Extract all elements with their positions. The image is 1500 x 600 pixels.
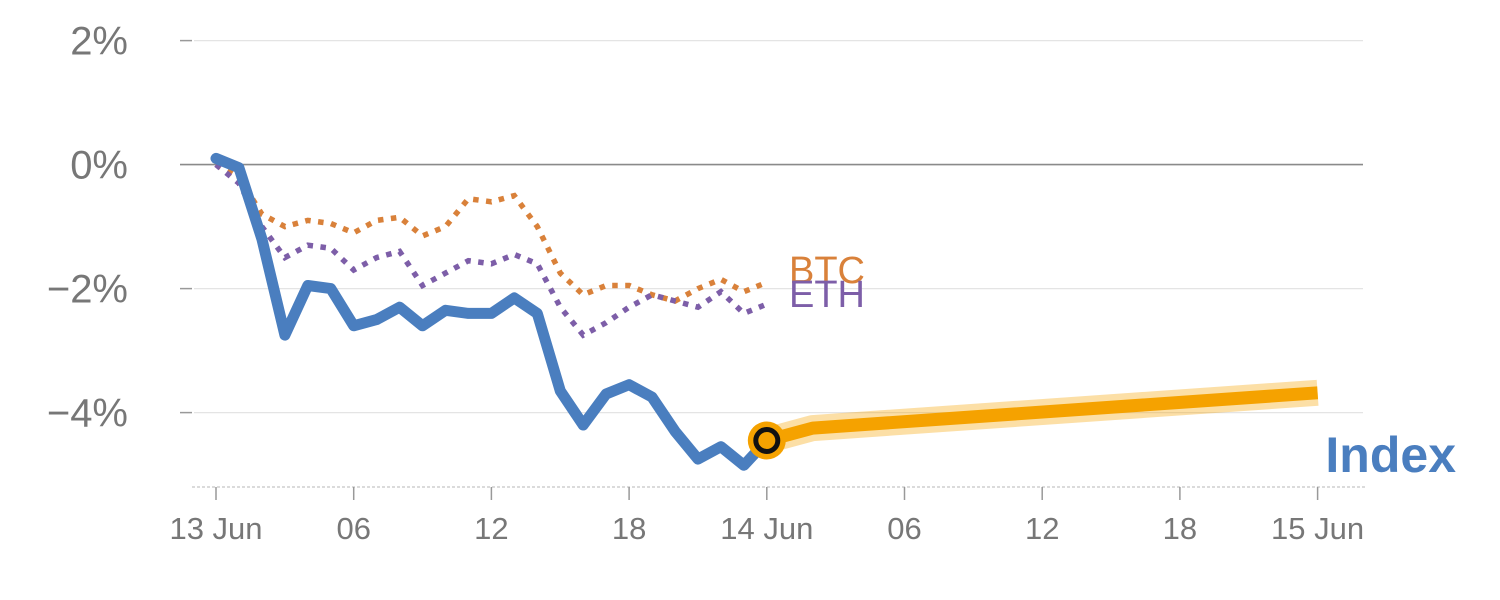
x-tick-label: 12: [474, 511, 508, 546]
x-tick-label: 18: [612, 511, 646, 546]
series-labels: BTC ETH Index: [789, 250, 1456, 483]
x-tick-label: 13 Jun: [169, 511, 262, 546]
eth-series-line: [214, 162, 768, 339]
y-tick-label: 2%: [70, 20, 128, 64]
btc-series-line: [214, 162, 768, 304]
current-point-marker: [753, 427, 781, 454]
index-series-label: Index: [1325, 427, 1456, 483]
x-tick-label: 12: [1025, 511, 1059, 546]
btc-series-label: BTC: [789, 250, 865, 292]
y-tick-label: −4%: [47, 392, 128, 436]
x-tick-label: 18: [1163, 511, 1197, 546]
index-series-line: [210, 152, 773, 471]
x-tick-label: 06: [336, 511, 370, 546]
eth-series-label: ETH: [789, 274, 865, 316]
y-axis: 2% 0% −2% −4%: [47, 20, 192, 436]
y-tick-label: −2%: [47, 268, 128, 312]
series-layer: [210, 152, 1319, 471]
y-tick-label: 0%: [70, 144, 128, 188]
x-tick-label: 14 Jun: [720, 511, 813, 546]
gridlines: [180, 39, 1363, 414]
x-tick-label: 06: [887, 511, 921, 546]
x-axis: 13 Jun 06 12 18 14 Jun 06 12 18 15 Jun: [169, 486, 1366, 546]
x-tick-label: 15 Jun: [1271, 511, 1364, 546]
